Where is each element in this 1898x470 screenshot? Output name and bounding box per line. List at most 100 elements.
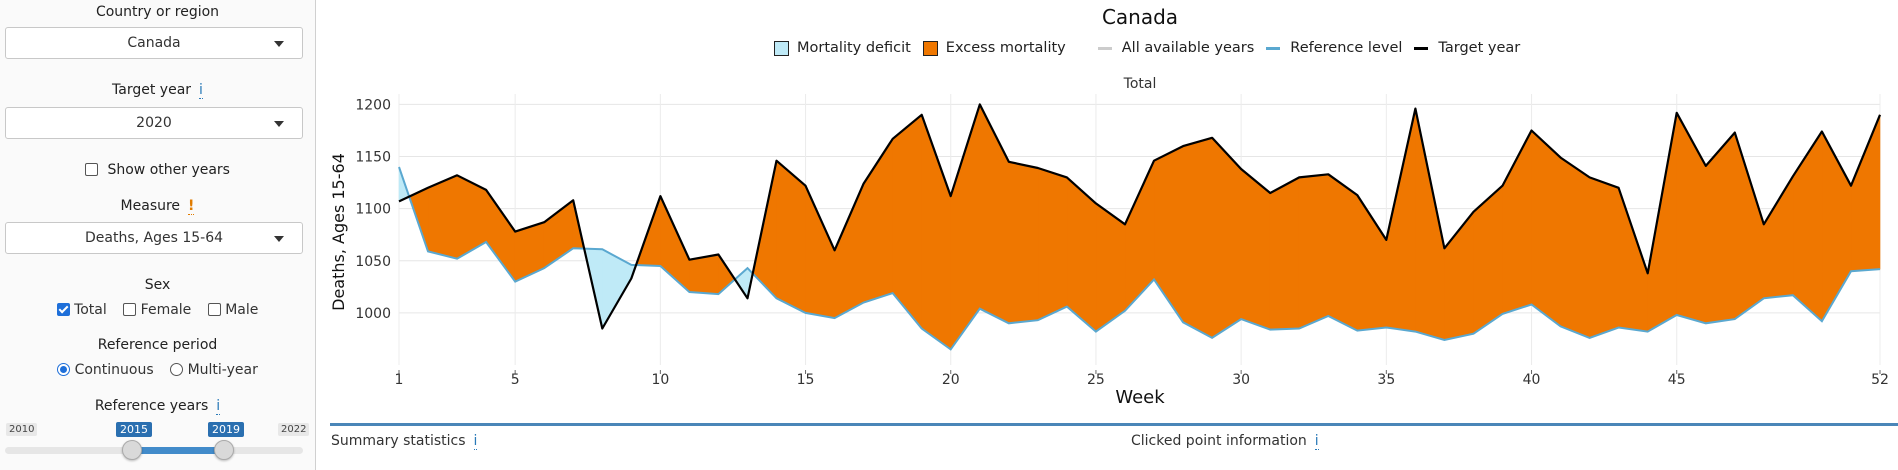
reference-level-line (398, 166, 1881, 351)
target-year-select[interactable]: 2020 (5, 107, 303, 139)
info-icon[interactable]: i (1314, 433, 1319, 450)
legend-item-all-years[interactable]: All available years (1097, 40, 1255, 56)
excess-mortality-area (1037, 167, 1068, 321)
reference-years-label: Reference years (94, 398, 209, 414)
legend-item-reference[interactable]: Reference level (1266, 40, 1402, 56)
chevron-down-icon (274, 121, 284, 127)
x-tick-label: 52 (1871, 372, 1889, 388)
target-swatch (1414, 46, 1429, 50)
excess-mortality-area (1153, 145, 1184, 324)
reference-years-label-row: Reference years i (0, 398, 315, 415)
target-year-label-row: Target year i (0, 82, 315, 99)
ref-option-multiyear[interactable]: Multi-year (170, 362, 258, 378)
excess-mortality-area (660, 195, 690, 293)
legend-target-label: Target year (1438, 40, 1521, 56)
chart-subtitle: Total (1123, 76, 1157, 92)
summary-statistics-row: Summary statistics i (331, 433, 478, 450)
x-tick-label: 30 (1232, 372, 1250, 388)
excess-swatch (922, 40, 938, 56)
sex-label: Sex (144, 277, 171, 293)
excess-mortality-area (950, 104, 981, 351)
y-tick-label: 1100 (355, 202, 391, 218)
excess-mortality-area (834, 183, 864, 319)
x-tick-label: 1 (395, 372, 404, 388)
multiyear-label: Multi-year (187, 362, 258, 378)
country-select[interactable]: Canada (5, 27, 303, 59)
reference-period-options: Continuous Multi-year (0, 362, 315, 378)
all-years-swatch (1097, 46, 1112, 50)
info-icon[interactable]: i (216, 398, 221, 415)
country-value: Canada (127, 35, 181, 51)
slider-min-label: 2010 (6, 423, 38, 436)
total-checkbox[interactable] (56, 303, 70, 316)
show-other-years-checkbox[interactable] (85, 163, 99, 176)
legend-item-deficit[interactable]: Mortality deficit (774, 40, 911, 56)
excess-mortality-area (979, 104, 1010, 324)
chart-title: Canada (1102, 5, 1178, 29)
legend-item-excess[interactable]: Excess mortality (922, 40, 1066, 56)
x-tick-label: 35 (1377, 372, 1395, 388)
slider-from-handle[interactable] (122, 440, 142, 460)
continuous-label: Continuous (74, 362, 154, 378)
show-other-years-row: Show other years (0, 162, 315, 178)
sex-option-total[interactable]: Total (56, 302, 107, 318)
reference-swatch (1266, 46, 1281, 50)
x-tick-label: 40 (1523, 372, 1541, 388)
excess-mortality-area (1298, 173, 1329, 329)
legend-all-years-label: All available years (1121, 40, 1255, 56)
info-icon[interactable]: i (473, 433, 478, 450)
measure-label-row: Measure! (0, 198, 315, 215)
sex-options: Total Female Male (0, 302, 315, 318)
measure-select[interactable]: Deaths, Ages 15-64 (5, 222, 303, 254)
excess-mortality-area (1676, 112, 1707, 324)
clicked-point-label: Clicked point information (1131, 433, 1307, 449)
multiyear-radio[interactable] (170, 363, 184, 376)
x-axis-label: Week (1115, 387, 1165, 408)
excess-mortality-area (1008, 161, 1039, 324)
legend-deficit-label: Mortality deficit (797, 40, 911, 56)
female-checkbox[interactable] (123, 303, 137, 316)
y-tick-label: 1050 (355, 254, 391, 270)
chevron-down-icon (274, 236, 284, 242)
warning-icon[interactable]: ! (188, 198, 195, 215)
excess-mortality-area (1792, 130, 1823, 322)
excess-mortality-area (1357, 194, 1387, 331)
excess-mortality-area (776, 160, 806, 314)
x-tick-label: 25 (1087, 372, 1105, 388)
measure-label: Measure (120, 198, 181, 214)
excess-mortality-area (1211, 137, 1242, 339)
sex-option-male[interactable]: Male (207, 302, 258, 318)
excess-mortality-area (1124, 160, 1155, 312)
chevron-down-icon (274, 41, 284, 47)
ref-option-continuous[interactable]: Continuous (57, 362, 154, 378)
info-icon[interactable]: i (199, 82, 203, 99)
slider-to-handle[interactable] (214, 440, 234, 460)
excess-mortality-area (1734, 132, 1765, 320)
x-tick-label: 5 (511, 372, 520, 388)
excess-mortality-area (1182, 137, 1213, 339)
continuous-radio[interactable] (57, 363, 71, 376)
y-tick-label: 1000 (355, 306, 391, 322)
control-sidebar: Country or region Canada Target year i 20… (0, 0, 316, 470)
x-tick-label: 45 (1668, 372, 1686, 388)
excess-mortality-area (485, 188, 516, 283)
excess-mortality-area (1531, 129, 1561, 328)
excess-mortality-area (689, 254, 719, 295)
excess-mortality-area (1763, 175, 1794, 299)
excess-mortality-area (427, 174, 458, 260)
female-label: Female (140, 302, 192, 318)
male-checkbox[interactable] (207, 303, 221, 316)
reference-period-label: Reference period (97, 337, 218, 353)
legend-item-target[interactable]: Target year (1414, 40, 1520, 56)
excess-mortality-area (892, 114, 923, 330)
target-year-value: 2020 (136, 115, 172, 131)
excess-mortality-area (1560, 157, 1590, 339)
slider-to-label: 2019 (208, 422, 244, 437)
sex-option-female[interactable]: Female (123, 302, 191, 318)
target-year-line (398, 103, 1882, 330)
excess-mortality-area (1269, 176, 1300, 330)
excess-mortality-area (1095, 202, 1126, 333)
summary-statistics-label: Summary statistics (331, 433, 466, 449)
excess-mortality-area (1647, 112, 1677, 333)
